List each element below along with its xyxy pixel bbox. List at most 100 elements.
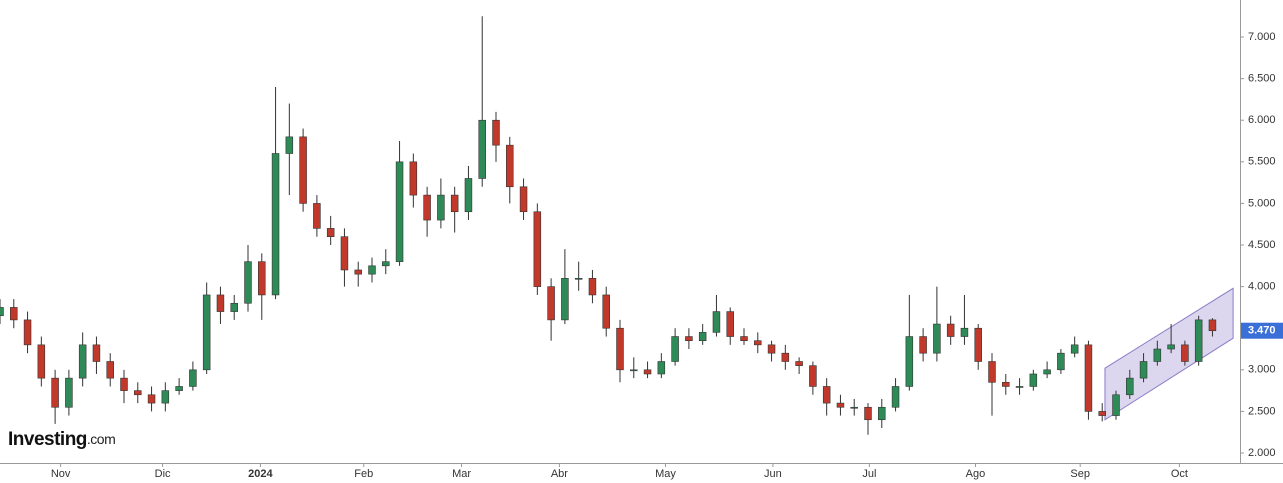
candle-body <box>271 153 280 296</box>
candle-body <box>1167 344 1175 350</box>
candle-body <box>0 307 4 317</box>
candle-body <box>795 361 803 366</box>
candle-body <box>382 261 390 267</box>
candle-body <box>574 277 583 280</box>
candle-body <box>685 336 693 341</box>
candle-body <box>781 352 790 362</box>
candle-body <box>244 261 252 304</box>
y-tick-label: 2.500 <box>1248 405 1276 417</box>
brand: Investing <box>8 429 87 450</box>
candle-body <box>1098 411 1106 416</box>
candle-body <box>657 361 666 375</box>
candle-body <box>395 161 404 262</box>
candle-body <box>1139 361 1148 379</box>
x-tick-label: Oct <box>1171 468 1188 480</box>
x-tick-label: Feb <box>354 468 373 480</box>
x-tick-label: Nov <box>51 468 71 480</box>
y-tick-label: 6.000 <box>1248 114 1276 126</box>
candle-body <box>602 294 610 329</box>
candle-body <box>974 327 982 362</box>
candle-body <box>216 294 225 312</box>
y-tick-label: 2.000 <box>1248 447 1276 459</box>
candle-body <box>37 344 46 379</box>
candle-body <box>547 286 555 321</box>
candle-body <box>147 394 156 404</box>
candle-body <box>1002 381 1010 387</box>
candle-body <box>1112 394 1120 416</box>
candle-body <box>368 265 376 275</box>
y-tick-label: 4.500 <box>1248 239 1276 251</box>
candle-body <box>1015 386 1024 388</box>
candle-body <box>423 194 431 221</box>
candle-body <box>106 361 114 379</box>
candle-body <box>1084 344 1093 412</box>
candle-body <box>933 323 941 354</box>
candle-body <box>51 377 59 408</box>
candle-body <box>313 203 321 229</box>
candle-body <box>258 261 266 296</box>
candle-body <box>1057 352 1065 371</box>
candle-body <box>1208 319 1217 332</box>
plot-area <box>0 16 1234 435</box>
candle-body <box>588 277 597 296</box>
candle-body <box>326 228 335 237</box>
y-tick-label: 6.500 <box>1248 73 1276 85</box>
candle-body <box>92 344 101 362</box>
brand-logo: Investing.com <box>8 429 115 450</box>
candle-body <box>1070 344 1079 354</box>
candle-body <box>1194 319 1203 362</box>
last-price-label: 3.470 <box>1248 325 1276 337</box>
candle-body <box>891 386 900 408</box>
candle-body <box>643 369 652 375</box>
candle-body <box>698 332 707 341</box>
candle-body <box>437 194 445 221</box>
candle-body <box>10 307 18 321</box>
brand-suffix: .com <box>87 431 115 447</box>
candle-body <box>409 161 418 196</box>
candle-body <box>23 319 32 346</box>
x-tick-label: Mar <box>452 468 471 480</box>
candle-body <box>616 327 624 371</box>
candle-body <box>836 402 845 408</box>
candle-body <box>161 390 170 404</box>
x-tick-label: Jun <box>764 468 782 480</box>
x-tick-label: Ago <box>966 468 986 480</box>
candle-body <box>134 390 142 396</box>
candle-body <box>120 377 128 391</box>
candle-body <box>1029 373 1038 387</box>
candle-body <box>78 344 87 379</box>
x-tick-label: Jul <box>862 468 876 480</box>
candle-body <box>1181 344 1189 362</box>
candle-body <box>864 406 872 421</box>
y-tick-label: 3.000 <box>1248 364 1276 376</box>
candle-body <box>506 144 514 188</box>
candle-body <box>726 311 734 337</box>
candle-body <box>671 336 679 362</box>
y-tick-label: 5.500 <box>1248 156 1276 168</box>
candle-body <box>740 336 748 341</box>
candle-body <box>478 119 486 179</box>
x-tick-label: Dic <box>155 468 171 480</box>
candle-body <box>450 194 459 213</box>
candle-body <box>712 311 721 333</box>
candle-body <box>340 236 349 271</box>
candle-body <box>946 323 955 337</box>
candle-body <box>189 369 197 387</box>
candle-body <box>354 269 362 275</box>
candle-body <box>464 178 473 213</box>
candle-body <box>285 136 294 154</box>
candle-body <box>630 369 638 372</box>
candle-body <box>519 186 528 213</box>
y-tick-label: 5.000 <box>1248 197 1276 209</box>
candle-body <box>561 277 569 321</box>
x-tick-label: Sep <box>1070 468 1090 480</box>
candle-body <box>809 365 817 387</box>
candle-body <box>754 340 762 346</box>
candle-body <box>533 211 542 287</box>
x-tick-label: Abr <box>551 468 568 480</box>
candle-body <box>202 294 211 371</box>
candle-body <box>299 136 307 204</box>
candle-body <box>905 336 914 387</box>
